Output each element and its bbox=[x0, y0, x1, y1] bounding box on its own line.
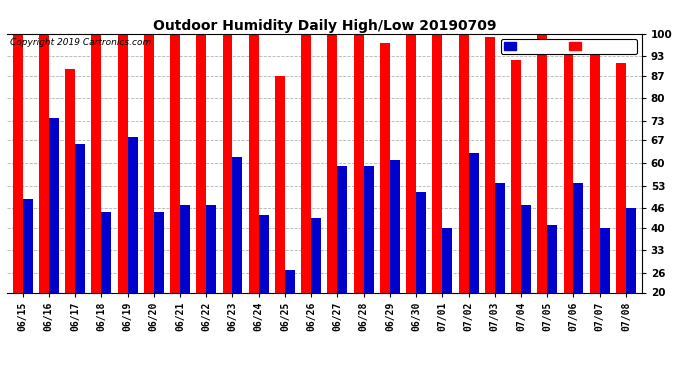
Bar bbox=[616, 63, 626, 357]
Bar bbox=[117, 34, 128, 357]
Bar bbox=[328, 34, 337, 357]
Bar bbox=[75, 144, 85, 357]
Bar bbox=[206, 205, 216, 357]
Bar bbox=[170, 34, 180, 357]
Bar bbox=[354, 34, 364, 357]
Bar bbox=[547, 225, 558, 357]
Bar bbox=[196, 34, 206, 357]
Bar bbox=[442, 228, 453, 357]
Bar bbox=[416, 192, 426, 357]
Bar bbox=[180, 205, 190, 357]
Bar bbox=[590, 50, 600, 357]
Bar bbox=[406, 34, 416, 357]
Bar bbox=[39, 34, 49, 357]
Bar bbox=[49, 118, 59, 357]
Bar bbox=[495, 183, 505, 357]
Bar bbox=[302, 34, 311, 357]
Bar bbox=[538, 34, 547, 357]
Bar bbox=[600, 228, 610, 357]
Bar bbox=[91, 34, 101, 357]
Bar bbox=[23, 199, 32, 357]
Bar bbox=[573, 183, 584, 357]
Bar bbox=[154, 211, 164, 357]
Bar bbox=[390, 160, 400, 357]
Bar bbox=[380, 44, 390, 357]
Bar bbox=[65, 69, 75, 357]
Bar bbox=[626, 209, 636, 357]
Bar bbox=[364, 166, 373, 357]
Bar bbox=[285, 270, 295, 357]
Text: Copyright 2019 Cartronics.com: Copyright 2019 Cartronics.com bbox=[10, 38, 151, 46]
Bar bbox=[469, 153, 479, 357]
Bar bbox=[249, 34, 259, 357]
Bar bbox=[144, 34, 154, 357]
Bar bbox=[12, 34, 23, 357]
Bar bbox=[337, 166, 347, 357]
Bar bbox=[459, 34, 469, 357]
Bar bbox=[485, 37, 495, 357]
Bar bbox=[275, 76, 285, 357]
Bar bbox=[433, 34, 442, 357]
Bar bbox=[233, 157, 242, 357]
Bar bbox=[222, 34, 233, 357]
Bar bbox=[128, 137, 137, 357]
Bar bbox=[521, 205, 531, 357]
Bar bbox=[101, 211, 111, 357]
Bar bbox=[564, 50, 573, 357]
Bar bbox=[259, 215, 268, 357]
Legend: Low  (%), High  (%): Low (%), High (%) bbox=[502, 39, 637, 54]
Bar bbox=[511, 60, 521, 357]
Bar bbox=[311, 218, 321, 357]
Title: Outdoor Humidity Daily High/Low 20190709: Outdoor Humidity Daily High/Low 20190709 bbox=[152, 19, 496, 33]
